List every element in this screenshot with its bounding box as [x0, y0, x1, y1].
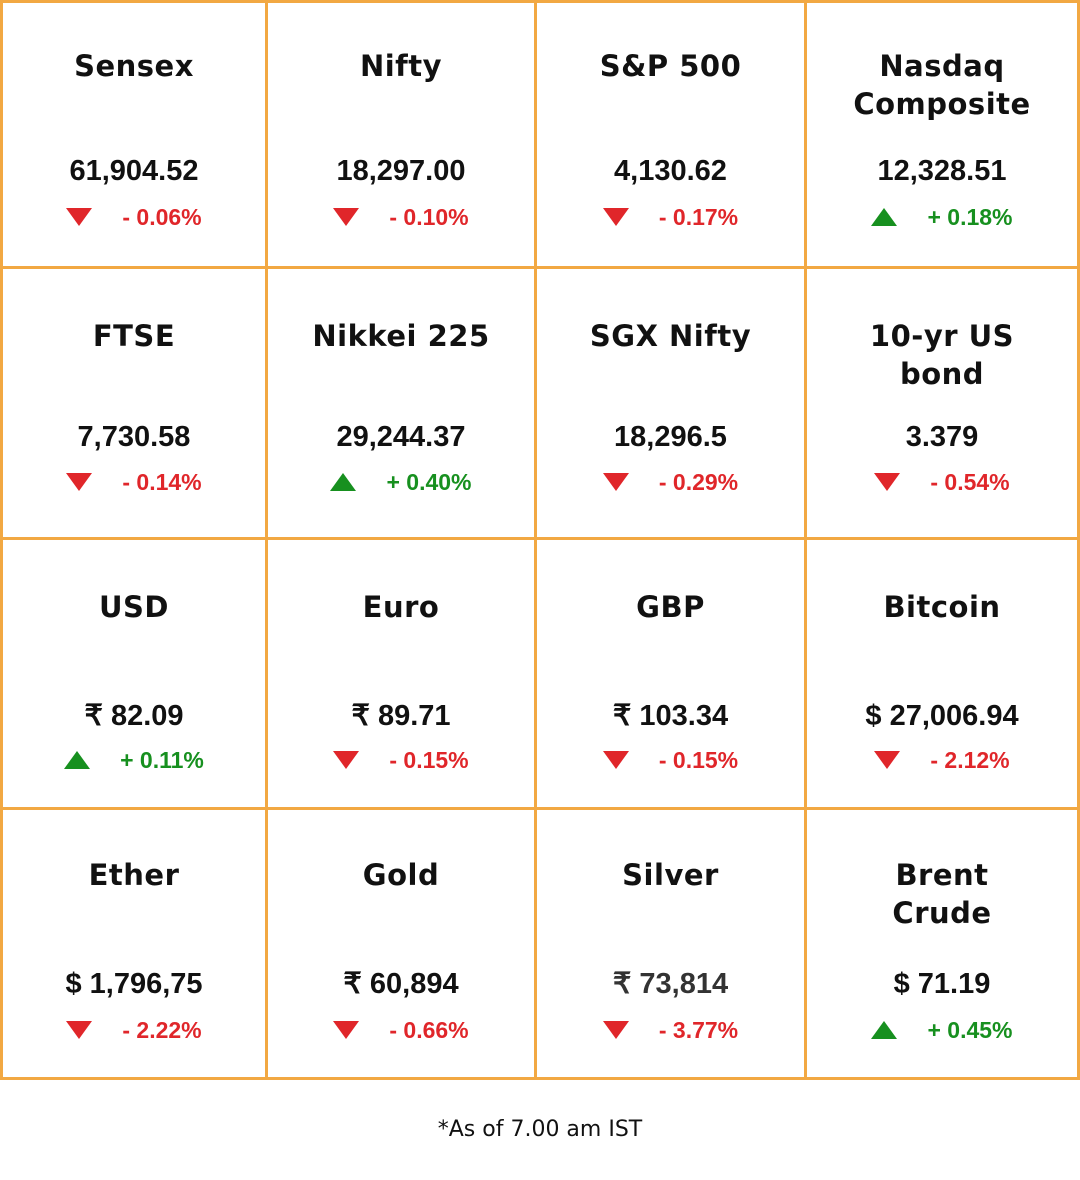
- market-change-text: + 0.45%: [927, 1017, 1013, 1043]
- market-change-text: - 2.22%: [122, 1017, 202, 1043]
- market-change-text: - 0.66%: [389, 1017, 469, 1043]
- market-cell-usd: USD ₹ 82.09 + 0.11%: [3, 540, 268, 810]
- down-arrow-icon: [602, 472, 629, 491]
- market-cell-bitcoin: Bitcoin $ 27,006.94 - 2.12%: [807, 540, 1077, 810]
- market-value: ₹ 60,894: [343, 968, 459, 1000]
- market-change: + 0.40%: [268, 468, 534, 496]
- market-cell-us-bond: 10-yr US bond 3.379 - 0.54%: [807, 269, 1077, 540]
- down-arrow-icon: [66, 1020, 93, 1039]
- market-cell-sgx-nifty: SGX Nifty 18,296.5 - 0.29%: [537, 269, 807, 540]
- market-change-text: - 0.15%: [658, 747, 739, 773]
- market-change: + 0.45%: [807, 1016, 1077, 1044]
- down-arrow-icon: [333, 1020, 360, 1039]
- market-change-text: - 0.14%: [122, 469, 202, 495]
- market-name: Brent Crude: [892, 858, 992, 930]
- market-cell-gbp: GBP ₹ 103.34 - 0.15%: [537, 540, 807, 810]
- market-value: $ 1,796,75: [65, 968, 203, 1000]
- market-value: 4,130.62: [614, 155, 727, 187]
- market-name: Gold: [362, 858, 440, 892]
- market-change-text: - 0.17%: [658, 204, 739, 230]
- market-change-text: - 0.54%: [930, 469, 1010, 495]
- market-name: Sensex: [74, 49, 194, 83]
- market-cell-sp500: S&P 500 4,130.62 - 0.17%: [537, 3, 807, 269]
- market-cell-euro: Euro ₹ 89.71 - 0.15%: [268, 540, 537, 810]
- market-value: 18,297.00: [336, 155, 466, 187]
- market-grid: Sensex 61,904.52 - 0.06% Nifty 18,297.00…: [0, 0, 1080, 1080]
- market-name: S&P 500: [599, 49, 742, 83]
- down-arrow-icon: [602, 1020, 629, 1039]
- market-value: ₹ 103.34: [612, 700, 729, 732]
- market-change-text: - 0.10%: [389, 204, 469, 230]
- up-arrow-icon: [871, 207, 898, 226]
- footnote: *As of 7.00 am IST: [437, 1117, 643, 1142]
- down-arrow-icon: [333, 207, 360, 226]
- market-cell-nasdaq: Nasdaq Composite 12,328.51 + 0.18%: [807, 3, 1077, 269]
- market-value: 12,328.51: [877, 155, 1007, 187]
- market-change: - 0.15%: [268, 746, 534, 774]
- market-value: ₹ 82.09: [84, 700, 184, 732]
- down-arrow-icon: [874, 750, 901, 769]
- market-change-text: - 0.06%: [122, 204, 202, 230]
- market-change: - 0.54%: [807, 468, 1077, 496]
- up-arrow-icon: [64, 750, 91, 769]
- market-change: + 0.18%: [807, 203, 1077, 231]
- market-change-text: - 2.12%: [930, 747, 1010, 773]
- market-value: 61,904.52: [69, 155, 199, 187]
- market-change-text: - 3.77%: [658, 1017, 739, 1043]
- down-arrow-icon: [602, 207, 629, 226]
- down-arrow-icon: [602, 750, 629, 769]
- market-value: 3.379: [905, 421, 979, 453]
- up-arrow-icon: [871, 1020, 898, 1039]
- down-arrow-icon: [66, 207, 93, 226]
- market-change-text: + 0.18%: [927, 204, 1013, 230]
- market-name: USD: [98, 590, 169, 624]
- market-change: - 3.77%: [537, 1016, 804, 1044]
- market-name: Euro: [362, 590, 440, 624]
- market-change: - 0.66%: [268, 1016, 534, 1044]
- down-arrow-icon: [874, 472, 901, 491]
- market-change: - 0.15%: [537, 746, 804, 774]
- market-cell-ether: Ether $ 1,796,75 - 2.22%: [3, 810, 268, 1077]
- market-change-text: - 0.15%: [389, 747, 469, 773]
- market-cell-ftse: FTSE 7,730.58 - 0.14%: [3, 269, 268, 540]
- market-change: - 0.29%: [537, 468, 804, 496]
- market-change: - 0.14%: [3, 468, 265, 496]
- market-name: FTSE: [92, 319, 176, 353]
- market-change: - 2.12%: [807, 746, 1077, 774]
- market-cell-nifty: Nifty 18,297.00 - 0.10%: [268, 3, 537, 269]
- market-name: GBP: [636, 590, 705, 624]
- market-name: Ether: [88, 858, 180, 892]
- market-change: - 0.06%: [3, 203, 265, 231]
- market-value: $ 27,006.94: [865, 700, 1019, 732]
- down-arrow-icon: [66, 472, 93, 491]
- market-name: Silver: [622, 858, 719, 892]
- down-arrow-icon: [333, 750, 360, 769]
- market-name: Nasdaq Composite: [853, 49, 1031, 121]
- market-name: Bitcoin: [883, 590, 1001, 624]
- market-name: Nifty: [359, 49, 443, 83]
- market-cell-sensex: Sensex 61,904.52 - 0.06%: [3, 3, 268, 269]
- market-value: 7,730.58: [77, 421, 191, 453]
- market-value: 29,244.37: [336, 421, 466, 453]
- market-change-text: + 0.11%: [120, 747, 204, 773]
- market-change-text: - 0.29%: [658, 469, 739, 495]
- market-value: 18,296.5: [614, 421, 727, 453]
- market-name: Nikkei 225: [312, 319, 490, 353]
- market-change-text: + 0.40%: [386, 469, 472, 495]
- market-change: + 0.11%: [3, 746, 265, 774]
- market-cell-brent-crude: Brent Crude $ 71.19 + 0.45%: [807, 810, 1077, 1077]
- market-value: ₹ 73,814: [612, 968, 729, 1000]
- up-arrow-icon: [330, 472, 357, 491]
- market-cell-gold: Gold ₹ 60,894 - 0.66%: [268, 810, 537, 1077]
- market-cell-silver: Silver ₹ 73,814 - 3.77%: [537, 810, 807, 1077]
- market-change: - 2.22%: [3, 1016, 265, 1044]
- market-change: - 0.10%: [268, 203, 534, 231]
- market-name: 10-yr US bond: [869, 319, 1015, 391]
- market-change: - 0.17%: [537, 203, 804, 231]
- market-value: $ 71.19: [893, 968, 991, 1000]
- market-value: ₹ 89.71: [351, 700, 451, 732]
- market-name: SGX Nifty: [589, 319, 752, 353]
- market-cell-nikkei: Nikkei 225 29,244.37 + 0.40%: [268, 269, 537, 540]
